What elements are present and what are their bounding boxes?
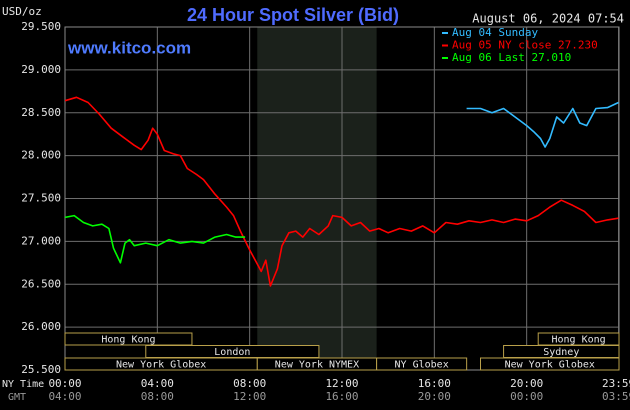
session-label: Sydney [543, 347, 579, 358]
y-tick-label: 29.500 [21, 20, 61, 33]
y-tick-label: 27.000 [21, 234, 61, 247]
website: www.kitco.com [67, 38, 191, 57]
price-line [64, 214, 246, 264]
session-label: London [214, 347, 250, 358]
price-line [466, 101, 619, 148]
y-tick-label: 28.500 [21, 106, 61, 119]
gmt-tick-label: 04:00 [48, 390, 81, 403]
gmt-tick-label: 20:00 [418, 390, 451, 403]
ny-time-label: NY Time [2, 379, 44, 390]
gmt-tick-label: 00:00 [510, 390, 543, 403]
gmt-tick-label: 16:00 [325, 390, 358, 403]
chart-title: 24 Hour Spot Silver (Bid) [187, 5, 399, 25]
y-tick-label: 25.500 [21, 363, 61, 376]
gmt-label: GMT [8, 392, 26, 403]
x-tick-label: 16:00 [418, 377, 451, 390]
timestamp: August 06, 2024 07:54 [472, 12, 624, 26]
session-label: NY Globex [395, 360, 449, 371]
session-label: New York NYMEX [275, 360, 359, 371]
session-label: New York Globex [505, 360, 595, 371]
legend-label: Aug 06 Last 27.010 [452, 51, 571, 64]
x-tick-label: 04:00 [141, 377, 174, 390]
y-tick-label: 26.000 [21, 320, 61, 333]
x-tick-label: 23:59 [602, 377, 630, 390]
legend-label: Aug 04 Sunday [452, 26, 538, 39]
y-tick-label: 26.500 [21, 277, 61, 290]
session-label: New York Globex [116, 360, 206, 371]
x-tick-label: 08:00 [233, 377, 266, 390]
gmt-tick-label: 03:59 [602, 390, 630, 403]
gmt-tick-label: 08:00 [141, 390, 174, 403]
price-line [64, 96, 619, 287]
y-tick-label: 29.000 [21, 63, 61, 76]
unit-label: USD/oz [2, 5, 42, 18]
legend-label: Aug 05 NY close 27.230 [452, 39, 598, 52]
gmt-tick-label: 12:00 [233, 390, 266, 403]
x-tick-label: 12:00 [325, 377, 358, 390]
x-tick-label: 20:00 [510, 377, 543, 390]
y-tick-label: 27.500 [21, 192, 61, 205]
session-bar [376, 357, 468, 371]
session-label: Hong Kong [552, 335, 606, 346]
session-bar [64, 332, 193, 346]
x-tick-label: 00:00 [48, 377, 81, 390]
y-tick-label: 28.000 [21, 149, 61, 162]
session-bar [480, 357, 620, 371]
session-label: Hong Kong [101, 335, 155, 346]
